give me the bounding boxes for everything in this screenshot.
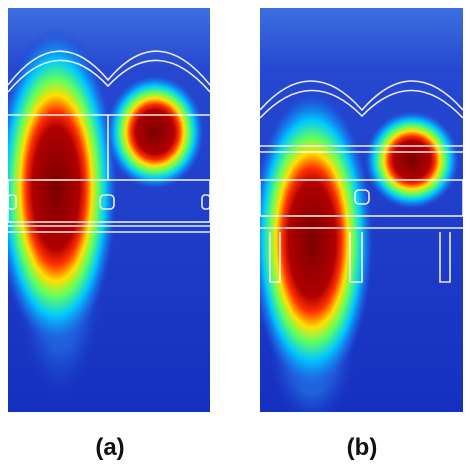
- panel-a-map: [8, 8, 210, 412]
- panel-label: (a): [95, 434, 124, 461]
- panel-b-map: [260, 8, 463, 412]
- panel-label: (b): [347, 434, 378, 461]
